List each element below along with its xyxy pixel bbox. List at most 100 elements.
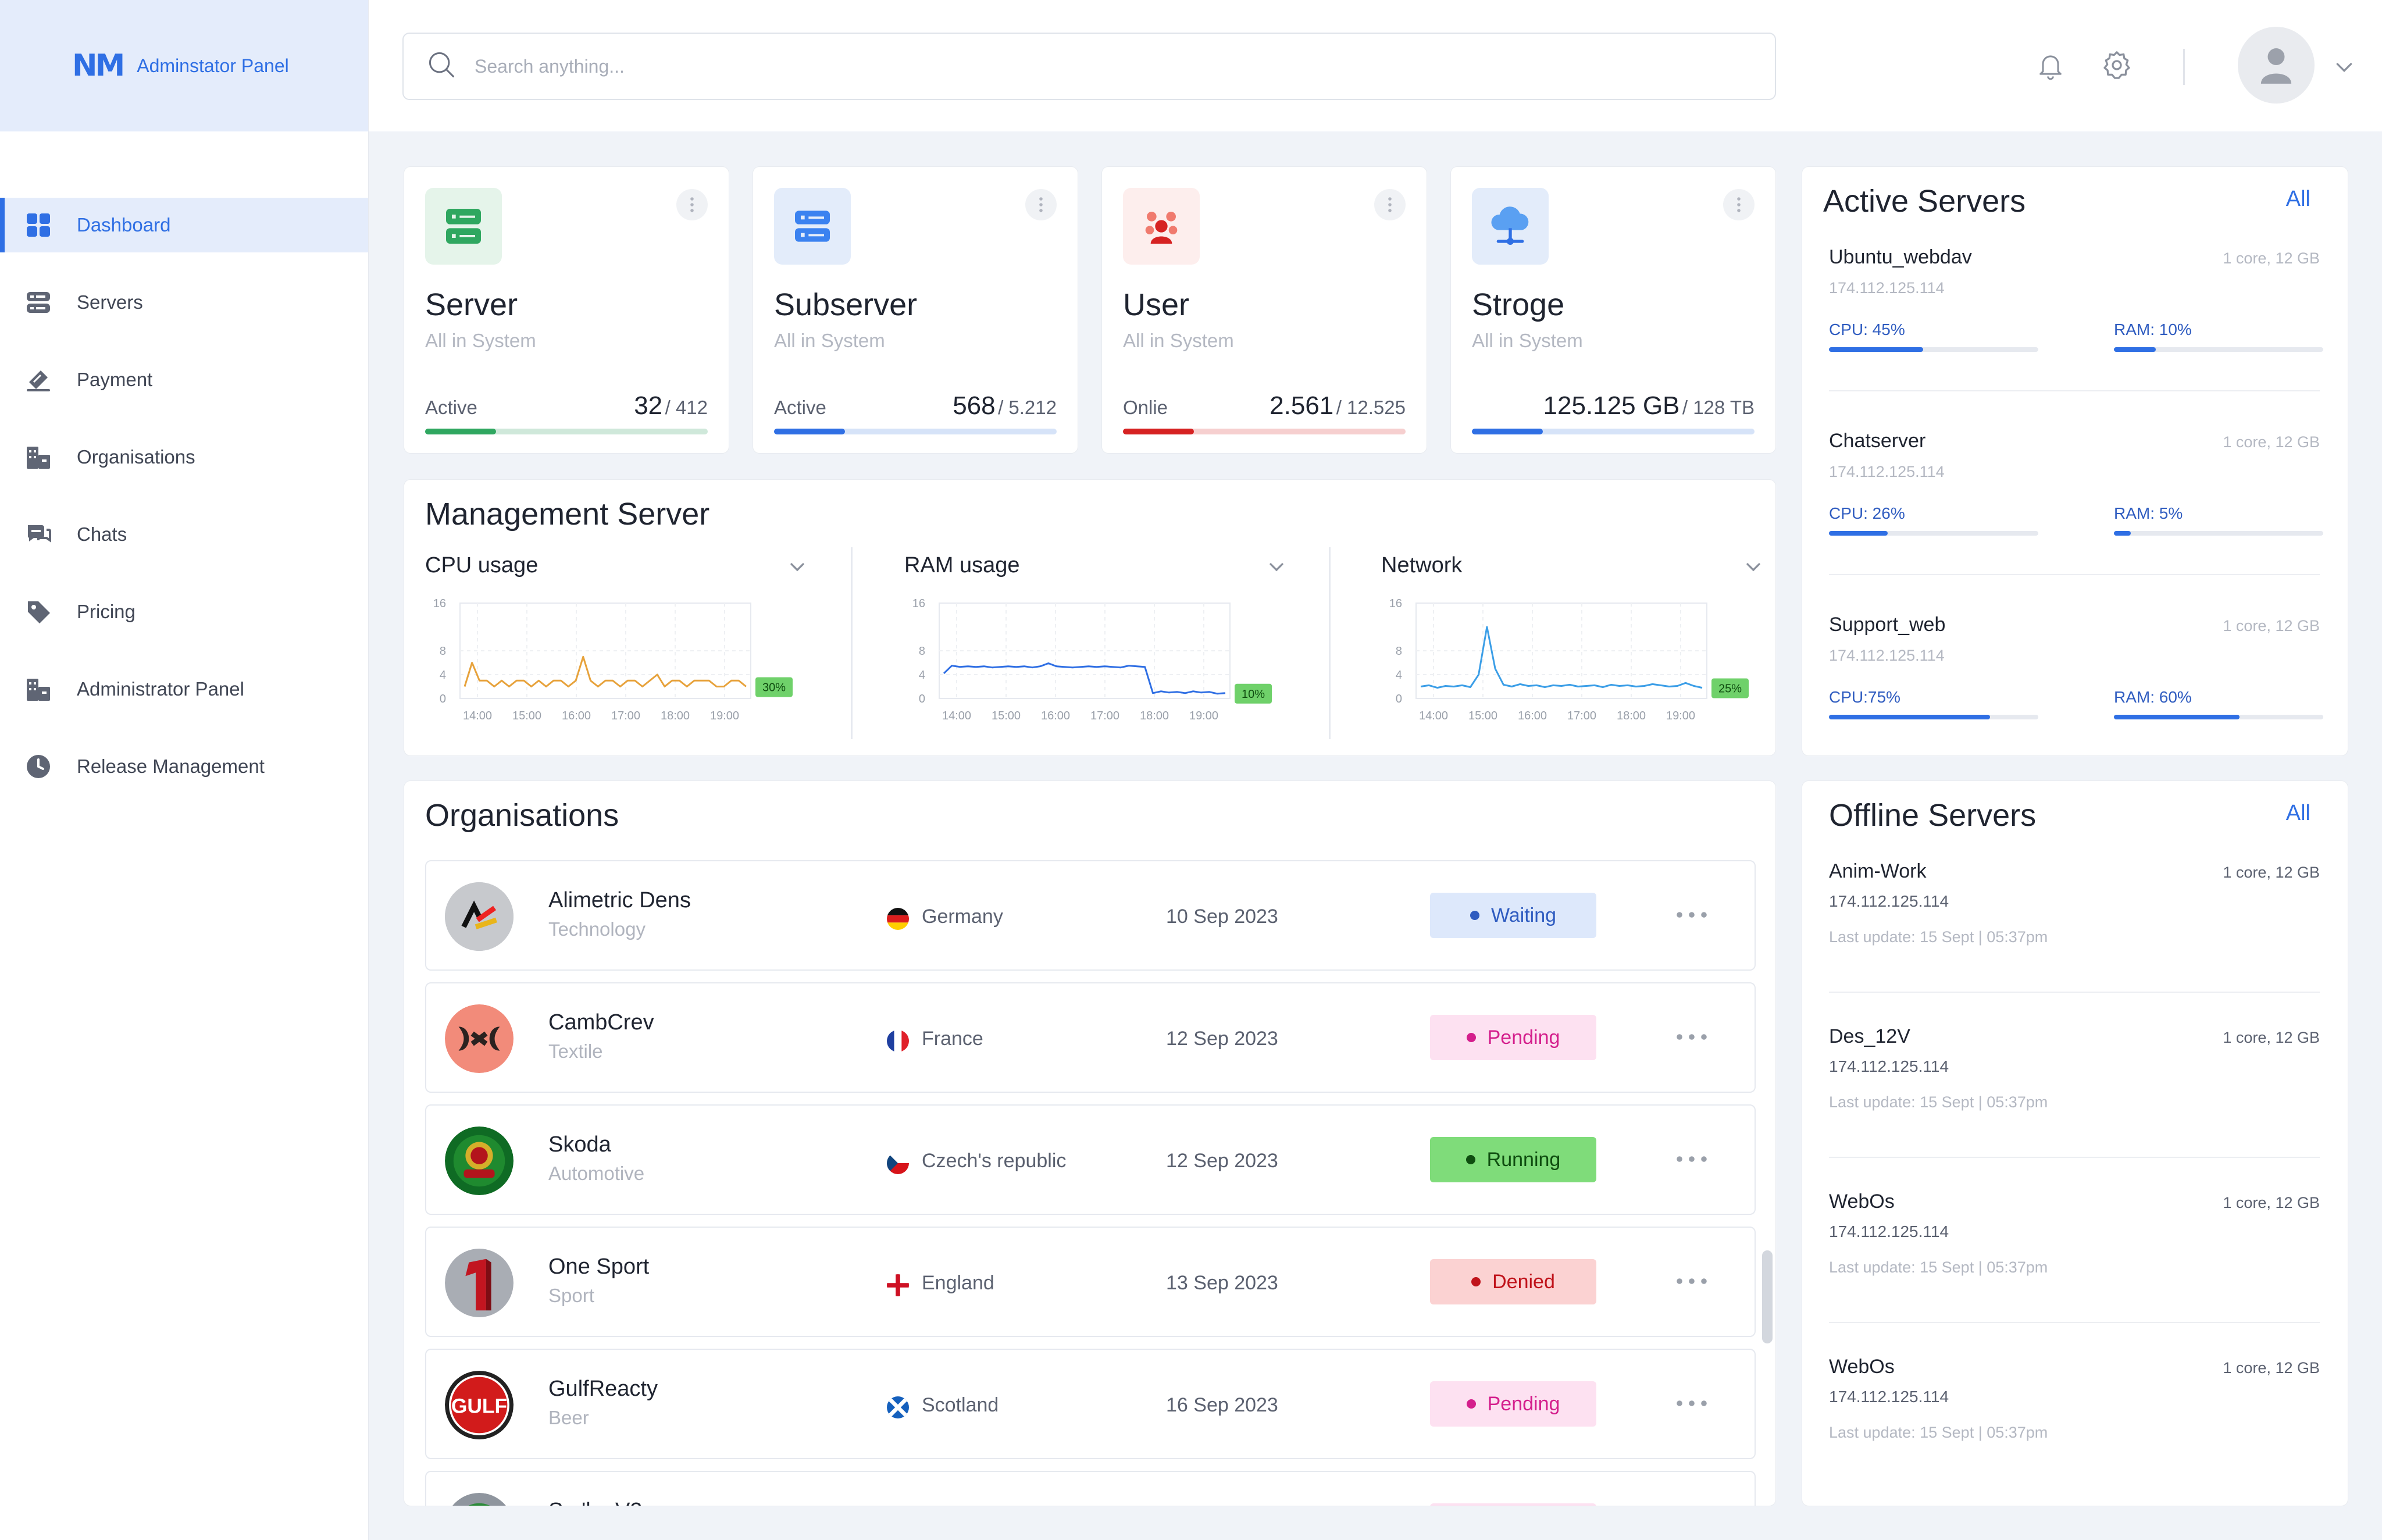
- management-title: Management Server: [425, 497, 710, 532]
- table-row[interactable]: One Sport Sport England 13 Sep 2023 Deni…: [425, 1227, 1756, 1337]
- active-server-item[interactable]: Support_web 1 core, 12 GB 174.112.125.11…: [1829, 614, 2323, 723]
- org-date: 12 Sep 2023: [1166, 1150, 1278, 1172]
- sidebar-item-payment[interactable]: Payment: [0, 352, 368, 407]
- org-name: GulfReacty: [548, 1377, 658, 1401]
- more-options-icon[interactable]: [1674, 1392, 1709, 1415]
- czech-flag-icon: [887, 1152, 909, 1174]
- user-avatar[interactable]: [2238, 27, 2315, 104]
- server-metrics: CPU:75% RAM: 60%: [1829, 688, 2323, 723]
- status-badge[interactable]: [1430, 1503, 1596, 1506]
- status-badge[interactable]: Pending: [1430, 1015, 1596, 1060]
- stat-progress-bar: [1123, 429, 1406, 434]
- stat-label: Active: [774, 397, 826, 418]
- search-box[interactable]: [402, 33, 1776, 100]
- sidebar-item-servers[interactable]: Servers: [0, 275, 368, 330]
- brand-header[interactable]: NM Adminstator Panel: [0, 0, 368, 131]
- server-name: Ubuntu_webdav: [1829, 246, 1972, 268]
- organisation-icon: [23, 442, 54, 472]
- stat-row: Active 32 / 412: [425, 391, 708, 420]
- organisations-scrollbar[interactable]: [1762, 1250, 1773, 1343]
- table-row[interactable]: GULF GulfReacty Beer Scotland 16 Sep 202…: [425, 1349, 1756, 1459]
- more-options-icon[interactable]: [1674, 1025, 1709, 1049]
- search-input[interactable]: [475, 55, 1579, 77]
- sidebar-item-organisations[interactable]: Organisations: [0, 430, 368, 484]
- server-spec: 1 core, 12 GB: [2223, 617, 2320, 634]
- sidebar-item-administrator-panel[interactable]: Administrator Panel: [0, 662, 368, 716]
- server-spec: 1 core, 12 GB: [2223, 249, 2320, 267]
- series-line: [463, 655, 747, 687]
- table-row[interactable]: Sm'le_V2: [425, 1471, 1756, 1506]
- series-line: [943, 662, 1226, 695]
- server-last-update: Last update: 15 Sept | 05:37pm: [1829, 1093, 2048, 1111]
- ram-metric: RAM: 10%: [2114, 320, 2323, 352]
- topbar-divider: [2183, 49, 2185, 85]
- status-badge[interactable]: Running: [1430, 1137, 1596, 1182]
- x-tick-label: 16:00: [562, 710, 591, 722]
- sidebar: NM Adminstator Panel Dashboard Servers P…: [0, 0, 369, 1540]
- status-dot: [1466, 1399, 1476, 1409]
- x-tick-label: 14:00: [942, 710, 971, 722]
- x-tick-label: 15:00: [512, 710, 541, 722]
- status-badge[interactable]: Pending: [1430, 1381, 1596, 1427]
- sidebar-item-dashboard[interactable]: Dashboard: [0, 198, 368, 252]
- ram-label: RAM: 10%: [2114, 320, 2192, 338]
- value-badge-label: 30%: [762, 682, 786, 694]
- org-name: Skoda: [548, 1132, 611, 1157]
- y-tick-label: 0: [1396, 693, 1402, 705]
- offline-server-item[interactable]: Anim-Work 1 core, 12 GB 174.112.125.114 …: [1829, 860, 2320, 946]
- server-name: Support_web: [1829, 614, 1946, 636]
- server-name: Anim-Work: [1829, 860, 1927, 882]
- more-options-icon[interactable]: [1674, 903, 1709, 926]
- card-menu-kebab-icon[interactable]: [676, 189, 708, 220]
- org-name: CambCrev: [548, 1010, 654, 1035]
- divider: [1829, 1322, 2320, 1323]
- stat-subtitle: All in System: [425, 330, 536, 351]
- offline-server-item[interactable]: WebOs 1 core, 12 GB 174.112.125.114 Last…: [1829, 1190, 2320, 1277]
- status-badge[interactable]: Denied: [1430, 1259, 1596, 1304]
- dashboard-icon: [23, 210, 54, 240]
- more-options-icon[interactable]: [1674, 1270, 1709, 1293]
- active-server-item[interactable]: Ubuntu_webdav 1 core, 12 GB 174.112.125.…: [1829, 246, 2323, 355]
- offline-servers-all-link[interactable]: All: [2285, 801, 2310, 825]
- chevron-down-icon[interactable]: [786, 555, 809, 579]
- server-last-update: Last update: 15 Sept | 05:37pm: [1829, 1259, 2048, 1276]
- table-row[interactable]: CambCrev Textile France 12 Sep 2023 Pend…: [425, 982, 1756, 1093]
- search-icon: [427, 50, 457, 83]
- stat-progress-bar: [1472, 429, 1755, 434]
- more-options-icon[interactable]: [1674, 1147, 1709, 1171]
- card-menu-kebab-icon[interactable]: [1723, 189, 1755, 220]
- active-server-item[interactable]: Chatserver 1 core, 12 GB 174.112.125.114…: [1829, 430, 2323, 539]
- table-row[interactable]: Skoda Automotive Czech's republic 12 Sep…: [425, 1104, 1756, 1215]
- cpu-label: CPU: 45%: [1829, 320, 1905, 338]
- offline-server-item[interactable]: WebOs 1 core, 12 GB 174.112.125.114 Last…: [1829, 1356, 2320, 1442]
- management-server-card: Management Server CPU usage 14:00 15:00 16…: [404, 479, 1776, 756]
- stat-row: 125.125 GB / 128 TB: [1472, 391, 1755, 420]
- offline-server-item[interactable]: Des_12V 1 core, 12 GB 174.112.125.114 La…: [1829, 1025, 2320, 1111]
- stat-card-storage: Stroge All in System 125.125 GB / 128 TB: [1450, 166, 1776, 454]
- status-badge[interactable]: Waiting: [1430, 893, 1596, 938]
- cpu-label: CPU: 26%: [1829, 504, 1905, 522]
- active-servers-all-link[interactable]: All: [2285, 187, 2310, 211]
- chevron-down-icon[interactable]: [1742, 555, 1765, 579]
- chevron-down-icon[interactable]: [1265, 555, 1288, 579]
- org-name: One Sport: [548, 1254, 650, 1279]
- table-row[interactable]: Alimetric Dens Technology Germany 10 Sep…: [425, 860, 1756, 971]
- brand-title: Adminstator Panel: [137, 55, 289, 76]
- server-ip: 174.112.125.114: [1829, 1222, 1949, 1240]
- chevron-down-icon[interactable]: [2330, 52, 2359, 81]
- sidebar-item-label: Chats: [77, 523, 127, 545]
- sidebar-item-pricing[interactable]: Pricing: [0, 584, 368, 639]
- stat-progress-fill: [425, 429, 496, 434]
- sidebar-item-chats[interactable]: Chats: [0, 507, 368, 562]
- sidebar-item-release-management[interactable]: Release Management: [0, 739, 368, 794]
- cpu-usage-chart: CPU usage 14:00 15:00 16:00 17:00 18:00 19:00…: [425, 544, 809, 736]
- status-label: Pending: [1487, 1392, 1560, 1415]
- notification-bell-icon[interactable]: [2033, 48, 2068, 83]
- gulf-logo-text: GULF: [451, 1394, 507, 1417]
- chart-title: CPU usage: [425, 553, 539, 578]
- sidebar-item-label: Organisations: [77, 446, 195, 468]
- value-badge: [1711, 678, 1749, 698]
- settings-gear-icon[interactable]: [2099, 48, 2134, 83]
- card-menu-kebab-icon[interactable]: [1374, 189, 1406, 220]
- card-menu-kebab-icon[interactable]: [1025, 189, 1057, 220]
